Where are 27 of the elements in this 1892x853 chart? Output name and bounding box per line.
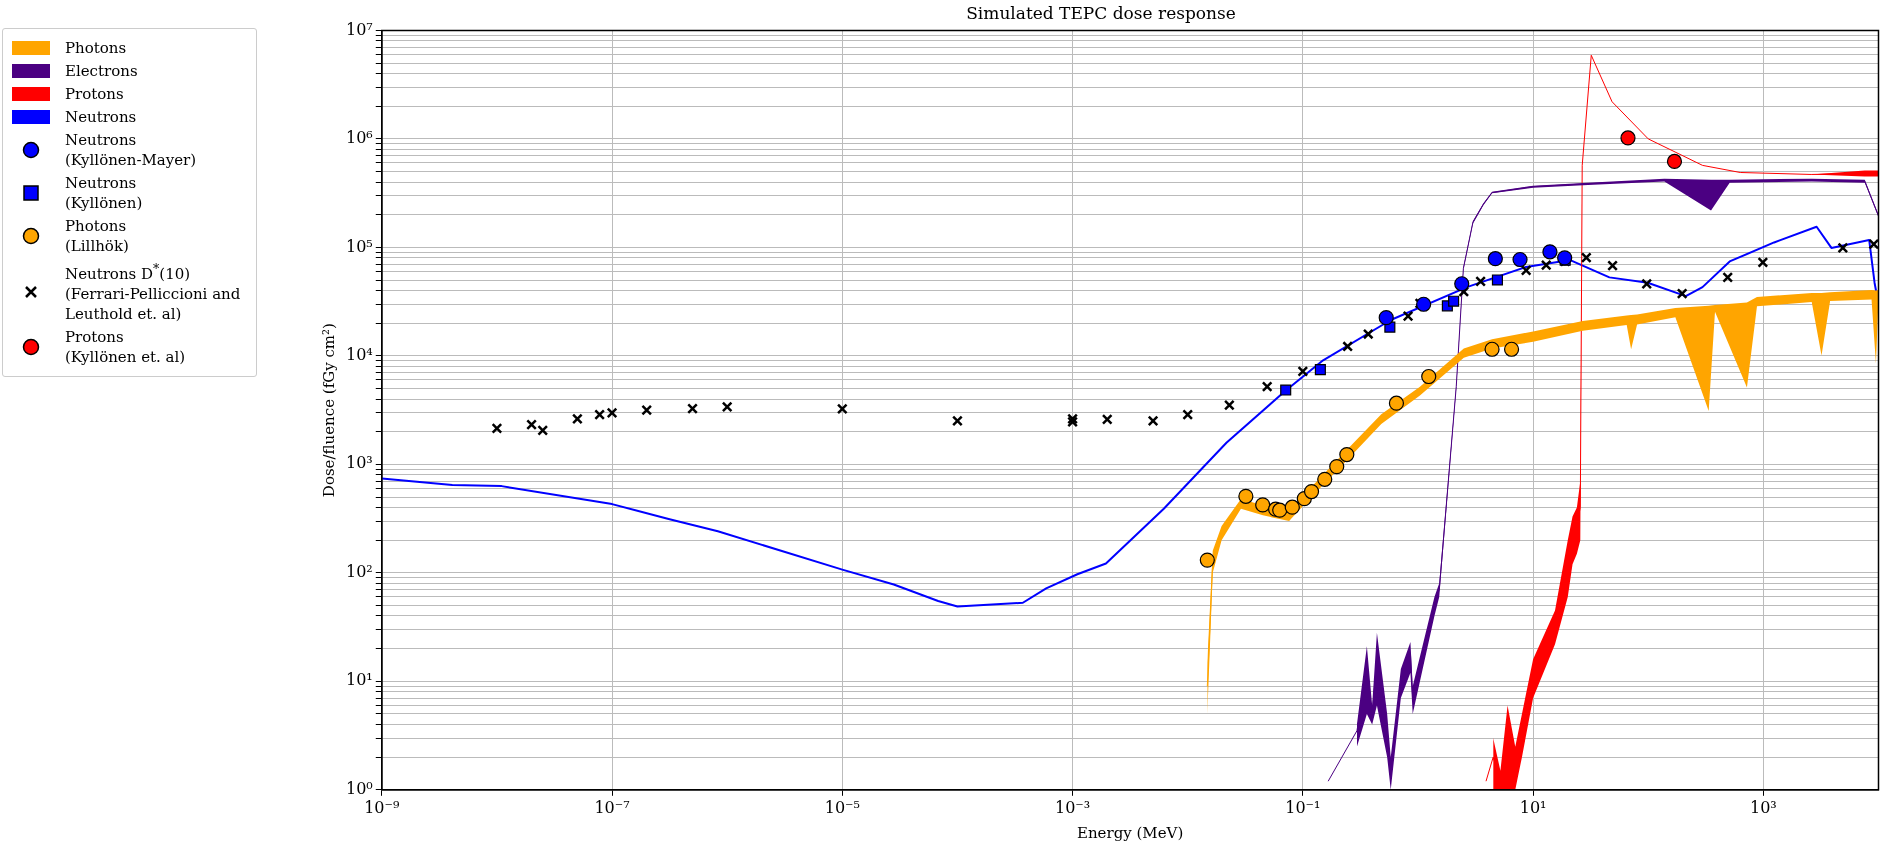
y-tick-label: 10⁴ [345,345,373,365]
x-tick-label: 10³ [1749,797,1777,817]
legend-label: Protons (Kyllönen et. al) [65,327,186,367]
y-tick-label: 10⁶ [345,128,373,148]
legend-label: Protons [65,84,124,104]
legend-label: Neutrons (Kyllönen) [65,173,143,213]
x-tick-label: 10⁻⁵ [824,797,860,817]
legend-label: Electrons [65,61,138,81]
legend-label: Photons [65,38,127,58]
legend-label: Photons (Lillhök) [65,216,129,256]
y-axis-title: Dose/fluence (fGy cm²) [319,323,338,498]
x-tick-label: 10⁻³ [1054,797,1091,817]
x-tick-label: 10⁻¹ [1285,797,1321,817]
legend-label: Neutrons (Kyllönen-Mayer) [65,130,197,170]
y-tick-label: 10³ [345,453,373,473]
y-tick-label: 10⁰ [345,778,373,798]
y-tick-label: 10² [345,561,373,581]
y-tick-label: 10⁷ [345,19,373,39]
x-axis-title: Energy (MeV) [1077,823,1184,842]
y-tick-label: 10⁵ [345,236,373,256]
x-tick-label: 10⁻⁷ [594,797,630,817]
y-tick-label: 10¹ [345,670,373,690]
legend-label: Neutrons [65,107,137,127]
legend-label: Neutrons D$^{*}$(10) (Ferrari-Pelliccioni and Leuthold et. al) [65,260,241,324]
chart-title: Simulated TEPC dose response [966,2,1236,23]
x-tick-label: 10¹ [1519,797,1547,817]
x-tick-label: 10⁻⁹ [364,797,400,817]
